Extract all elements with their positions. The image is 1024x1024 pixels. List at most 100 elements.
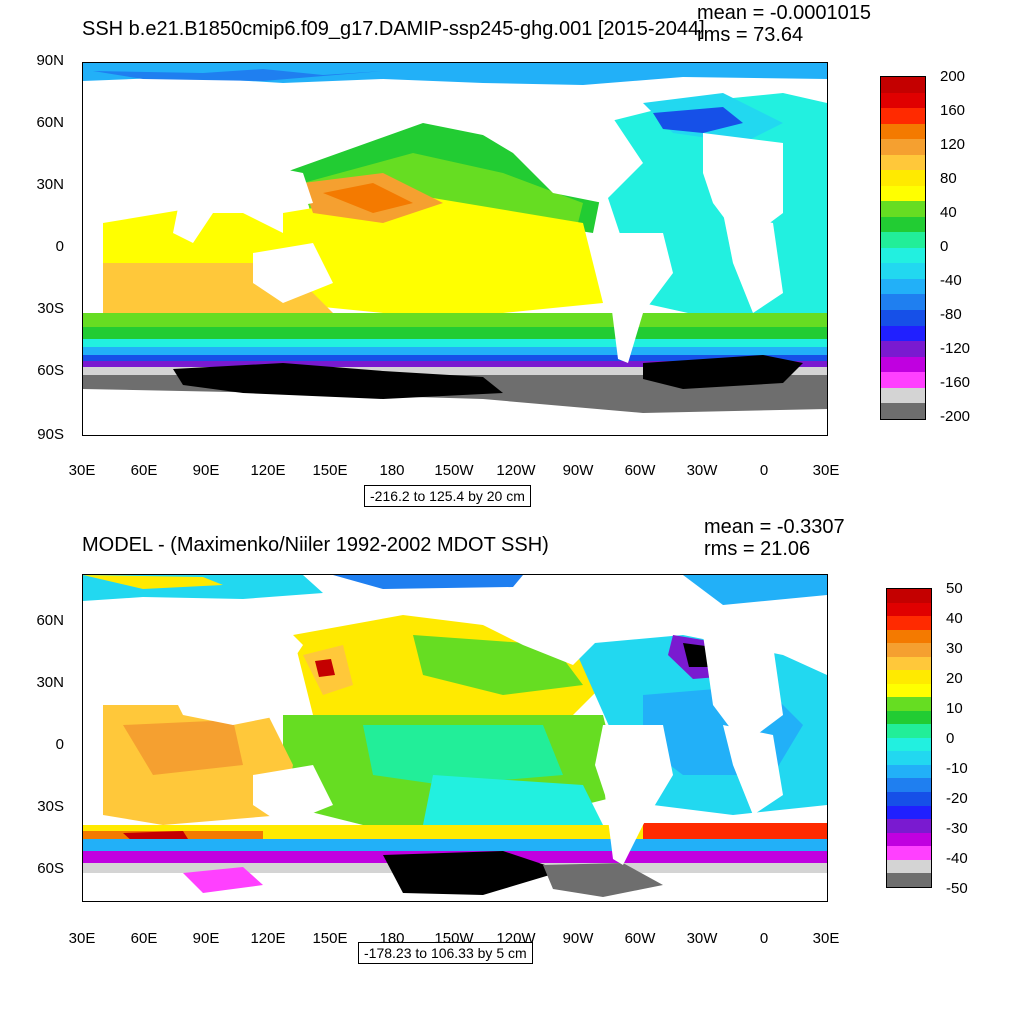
bottom-lat-label: 60S xyxy=(37,860,64,877)
top-lon-label: 150E xyxy=(312,462,348,479)
colorbar-swatch xyxy=(887,805,931,820)
bottom-lon-label: 150E xyxy=(312,930,348,947)
colorbar-swatch xyxy=(881,356,925,373)
colorbar-swatch xyxy=(887,832,931,847)
bottom-colorbar-label: 40 xyxy=(946,610,963,627)
top-colorbar-label: 120 xyxy=(940,136,966,153)
bottom-lat-label: 30S xyxy=(37,798,64,815)
top-lon-label: 60E xyxy=(130,462,158,479)
colorbar-swatch xyxy=(887,791,931,806)
top-colorbar-label: -80 xyxy=(940,306,962,323)
top-contour-info: -216.2 to 125.4 by 20 cm xyxy=(364,485,531,507)
bottom-colorbar-label: -20 xyxy=(946,790,968,807)
colorbar-swatch xyxy=(881,216,925,233)
colorbar-swatch xyxy=(887,724,931,738)
colorbar-swatch xyxy=(887,670,931,684)
top-colorbar-label: 40 xyxy=(940,204,957,221)
top-map-graphic xyxy=(83,63,827,435)
colorbar-swatch xyxy=(881,201,925,217)
bottom-colorbar-label: -50 xyxy=(946,880,968,897)
colorbar-swatch xyxy=(881,278,925,295)
colorbar-swatch xyxy=(887,819,931,833)
bottom-lon-label: 30E xyxy=(812,930,840,947)
top-colorbar-label: -40 xyxy=(940,272,962,289)
colorbar-swatch xyxy=(881,247,925,264)
colorbar-swatch xyxy=(881,108,925,124)
colorbar-swatch xyxy=(887,643,931,657)
colorbar-swatch xyxy=(881,232,925,248)
colorbar-swatch xyxy=(881,387,925,404)
bottom-lon-label: 60E xyxy=(130,930,158,947)
top-lon-label: 30W xyxy=(686,462,718,479)
bottom-colorbar-label: 20 xyxy=(946,670,963,687)
bottom-lon-label: 60W xyxy=(624,930,656,947)
top-colorbar-label: 80 xyxy=(940,170,957,187)
top-panel: SSH b.e21.B1850cmip6.f09_g17.DAMIP-ssp24… xyxy=(0,0,1024,510)
colorbar-swatch xyxy=(881,170,925,186)
colorbar-swatch xyxy=(887,764,931,779)
bottom-lon-label: 90E xyxy=(192,930,220,947)
colorbar-swatch xyxy=(887,602,931,617)
bottom-map-graphic xyxy=(83,575,827,901)
top-ssh-map xyxy=(82,62,828,436)
top-lon-label: 120W xyxy=(496,462,536,479)
bottom-lon-label: 120E xyxy=(250,930,286,947)
colorbar-swatch xyxy=(881,341,925,357)
colorbar-swatch xyxy=(887,778,931,792)
top-lon-label: 180 xyxy=(379,462,405,479)
bottom-colorbar-label: -10 xyxy=(946,760,968,777)
bottom-lon-label: 30E xyxy=(68,930,96,947)
top-rms-stat: rms = 73.64 xyxy=(697,24,804,46)
colorbar-swatch xyxy=(881,403,925,419)
top-colorbar-label: -200 xyxy=(940,408,971,425)
colorbar-swatch xyxy=(887,751,931,765)
colorbar-swatch xyxy=(887,656,931,671)
colorbar-swatch xyxy=(887,873,931,887)
colorbar-swatch xyxy=(887,859,931,874)
colorbar-swatch xyxy=(887,589,931,603)
colorbar-swatch xyxy=(887,629,931,644)
bottom-lon-label: 0 xyxy=(759,930,769,947)
bottom-contour-info: -178.23 to 106.33 by 5 cm xyxy=(358,942,533,964)
top-colorbar-label: 160 xyxy=(940,102,966,119)
top-lon-label: 0 xyxy=(759,462,769,479)
colorbar-swatch xyxy=(881,372,925,388)
top-lon-label: 150W xyxy=(434,462,474,479)
bottom-lon-label: 30W xyxy=(686,930,718,947)
top-lat-label: 30N xyxy=(36,176,64,193)
colorbar-swatch xyxy=(887,616,931,630)
colorbar-swatch xyxy=(881,154,925,171)
colorbar-swatch xyxy=(887,737,931,752)
bottom-colorbar-label: 0 xyxy=(946,730,955,747)
top-colorbar-label: 200 xyxy=(940,68,966,85)
bottom-lon-label: 90W xyxy=(562,930,594,947)
bottom-colorbar-label: -30 xyxy=(946,820,968,837)
colorbar-swatch xyxy=(881,325,925,342)
colorbar-swatch xyxy=(887,710,931,725)
top-lon-label: 90E xyxy=(192,462,220,479)
bottom-colorbar-label: -40 xyxy=(946,850,968,867)
bottom-rms-stat: rms = 21.06 xyxy=(704,538,811,560)
top-lat-label: 90S xyxy=(37,426,64,443)
top-lat-label: 90N xyxy=(36,52,64,69)
top-lon-label: 120E xyxy=(250,462,286,479)
bottom-map-title: MODEL - (Maximenko/Niiler 1992-2002 MDOT… xyxy=(82,534,549,556)
top-lat-label: 60S xyxy=(37,362,64,379)
bottom-panel: MODEL - (Maximenko/Niiler 1992-2002 MDOT… xyxy=(0,512,1024,992)
top-lat-label: 0 xyxy=(55,238,64,255)
top-colorbar-label: -160 xyxy=(940,374,971,391)
colorbar-swatch xyxy=(881,309,925,326)
top-map-title: SSH b.e21.B1850cmip6.f09_g17.DAMIP-ssp24… xyxy=(82,18,705,40)
top-colorbar-label: -120 xyxy=(940,340,971,357)
colorbar-swatch xyxy=(881,92,925,109)
colorbar-swatch xyxy=(881,263,925,279)
top-lat-label: 60N xyxy=(36,114,64,131)
top-lon-label: 30E xyxy=(812,462,840,479)
bottom-lat-label: 60N xyxy=(36,612,64,629)
colorbar-swatch xyxy=(881,77,925,93)
colorbar-swatch xyxy=(881,294,925,310)
bottom-lat-label: 30N xyxy=(36,674,64,691)
top-lon-label: 30E xyxy=(68,462,96,479)
bottom-colorbar-label: 10 xyxy=(946,700,963,717)
bottom-colorbar-label: 50 xyxy=(946,580,963,597)
